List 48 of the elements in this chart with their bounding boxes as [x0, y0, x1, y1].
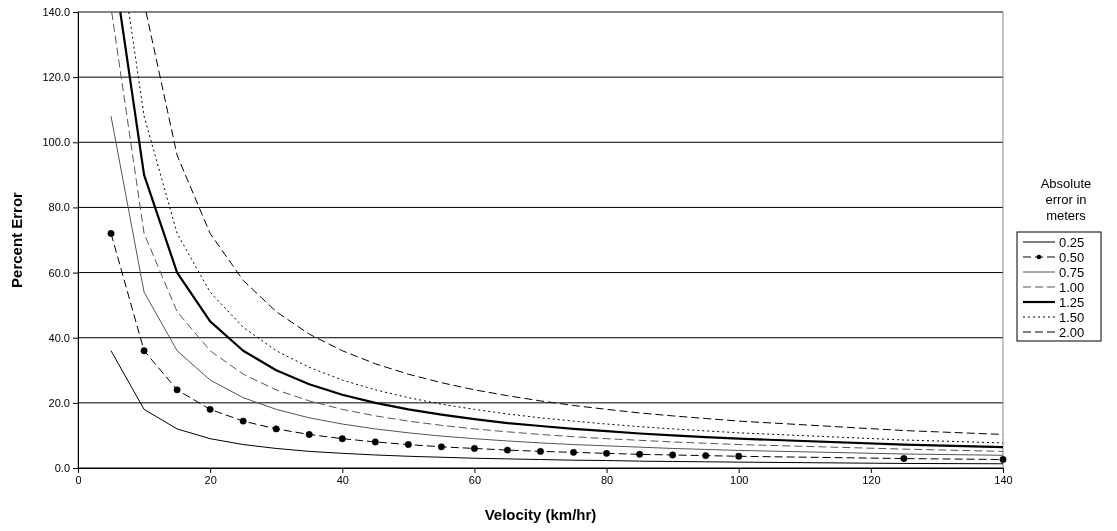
y-axis-title: Percent Error: [8, 191, 25, 288]
point: [140, 347, 148, 355]
y-tick-label: 80.0: [48, 201, 70, 214]
point: [702, 452, 710, 460]
legend-label: 0.25: [1059, 235, 1085, 250]
y-tick-label: 40.0: [48, 331, 70, 344]
legend-label: 1.25: [1059, 295, 1085, 310]
legend-label: 1.00: [1059, 280, 1085, 295]
point: [537, 447, 544, 455]
y-tick-label: 100.0: [42, 136, 70, 149]
point: [504, 446, 511, 454]
y-tick-label: 120.0: [42, 71, 70, 84]
x-tick-label: 100: [730, 473, 749, 486]
x-tick-label: 40: [336, 473, 349, 486]
y-tick-label: 0.0: [54, 462, 70, 475]
point: [404, 441, 412, 448]
x-tick-label: 80: [600, 473, 614, 486]
point: [603, 449, 611, 457]
point: [470, 445, 478, 452]
point: [305, 431, 313, 438]
y-tick-label: 20.0: [48, 396, 70, 409]
y-tick-label: 140.0: [42, 6, 70, 19]
legend-label: 0.50: [1059, 250, 1085, 265]
point: [239, 417, 247, 425]
point: [107, 230, 115, 237]
y-tick-label: 60.0: [48, 266, 70, 279]
point: [371, 438, 379, 446]
point: [669, 451, 677, 459]
point: [206, 405, 214, 413]
point: [570, 448, 577, 456]
point: [999, 456, 1007, 463]
x-tick-label: 140: [994, 473, 1013, 486]
point: [173, 386, 181, 394]
legend-label: 2.00: [1059, 325, 1085, 340]
x-tick-label: 60: [468, 473, 482, 486]
x-tick-label: 20: [204, 473, 217, 486]
point: [636, 450, 644, 458]
point: [735, 452, 743, 460]
point: [900, 455, 908, 462]
legend-title: Absolute error in meters: [1040, 176, 1092, 223]
point: [437, 443, 445, 451]
x-tick-label: 120: [862, 473, 881, 486]
x-tick-label: 0: [75, 473, 82, 486]
point: [272, 425, 280, 433]
point: [338, 435, 346, 443]
legend-label: 0.75: [1059, 265, 1085, 280]
x-axis-title: Velocity (km/hr): [484, 506, 597, 523]
legend-label: 1.50: [1059, 310, 1085, 325]
